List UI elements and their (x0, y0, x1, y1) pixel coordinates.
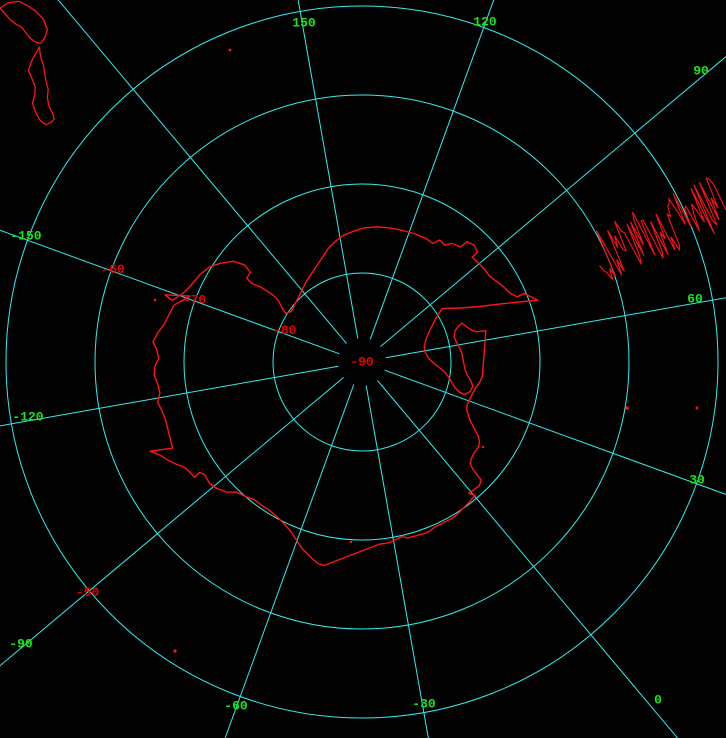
svg-text:-80: -80 (273, 323, 297, 338)
svg-text:-50: -50 (76, 585, 100, 600)
svg-text:120: 120 (473, 15, 497, 30)
svg-text:90: 90 (693, 64, 709, 79)
svg-text:-30: -30 (412, 697, 436, 712)
svg-text:-90: -90 (350, 355, 374, 370)
svg-text:-90: -90 (9, 637, 33, 652)
svg-text:150: 150 (292, 16, 316, 31)
svg-text:-60: -60 (101, 262, 125, 277)
svg-text:-70: -70 (183, 293, 207, 308)
svg-text:-60: -60 (224, 699, 248, 714)
svg-text:-150: -150 (10, 229, 41, 244)
svg-text:-120: -120 (12, 410, 43, 425)
svg-text:0: 0 (654, 693, 662, 708)
svg-text:30: 30 (689, 473, 705, 488)
svg-text:60: 60 (687, 292, 703, 307)
